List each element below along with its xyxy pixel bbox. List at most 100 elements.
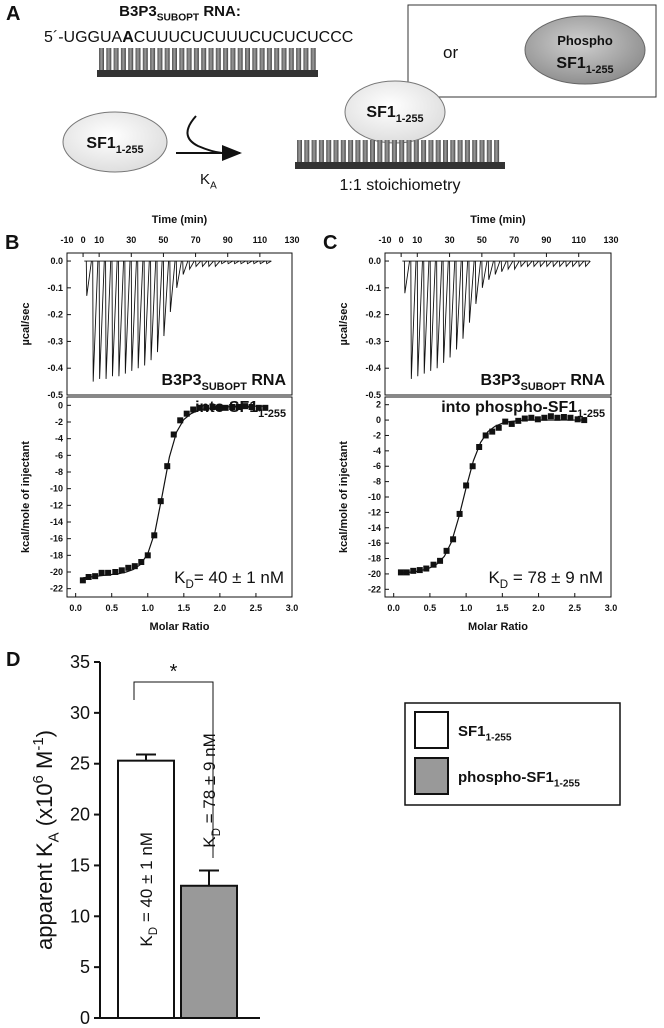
panel-label: A	[6, 3, 20, 25]
rna-base	[318, 140, 324, 162]
x-tick-label: 0	[399, 235, 404, 245]
text-part: B3P3	[162, 372, 202, 389]
y-tick-label: 0	[58, 400, 63, 410]
x-axis-title: Time (min)	[470, 214, 526, 226]
data-point	[138, 559, 145, 565]
x-tick-label: -10	[60, 235, 73, 245]
text-part: SUBOPT	[521, 381, 567, 393]
binding-curve	[186, 115, 223, 154]
x-tick-label: 2.0	[532, 603, 545, 613]
data-point	[416, 567, 423, 574]
rna-base	[355, 140, 361, 162]
data-point	[528, 414, 535, 421]
x-tick-label: 0.5	[424, 603, 437, 613]
rna-base	[266, 48, 272, 70]
injection-peak	[474, 260, 482, 304]
or-label: or	[443, 43, 458, 62]
plot-frame	[66, 396, 293, 598]
injection-peak	[169, 260, 176, 312]
data-point	[216, 404, 223, 411]
y-tick-label: -16	[50, 534, 63, 544]
rna-base	[230, 48, 236, 70]
injection-peak	[259, 260, 266, 265]
y-tick-label: -0.3	[365, 336, 381, 346]
rna-base	[450, 140, 456, 162]
y-tick-label: -8	[55, 467, 63, 477]
data-point	[112, 569, 119, 575]
x-tick-label: 0.0	[69, 603, 82, 613]
injection-peak	[462, 261, 469, 339]
rna-base	[464, 140, 470, 162]
rna-base	[443, 140, 448, 162]
text-part: apparent K	[32, 842, 57, 950]
injection-peak	[449, 261, 456, 358]
text-part: 1-255	[577, 408, 605, 420]
x-tick-label: 110	[253, 235, 268, 245]
x-tick-label: 2.0	[214, 603, 227, 613]
rna-base	[297, 140, 302, 162]
text-part: into phospho-SF1	[441, 399, 577, 416]
data-point	[98, 569, 105, 576]
injection-peak	[265, 260, 272, 265]
text-part: SF1	[556, 55, 585, 72]
y-tick-label: 35	[70, 652, 90, 672]
injection-peak	[124, 261, 131, 374]
y-tick-label: -20	[368, 569, 381, 579]
bar	[180, 884, 238, 1019]
injection-peak	[487, 260, 494, 280]
x-tick-label: 50	[477, 235, 487, 245]
injection-peak	[584, 260, 591, 268]
x-tick-label: 30	[126, 235, 136, 245]
x-tick-label: 1.0	[460, 603, 473, 613]
rna-base	[179, 48, 185, 70]
text-part: = 78 ± 9 nM	[508, 568, 603, 587]
data-point	[397, 569, 404, 576]
x-tick-label: 0.5	[105, 603, 118, 613]
data-point	[190, 406, 197, 413]
text-part: SUBOPT	[157, 13, 200, 24]
data-point	[144, 552, 151, 559]
text-part: A	[46, 832, 63, 842]
legend-box	[404, 702, 621, 806]
annotation: into phospho-SF11-255	[441, 399, 605, 420]
data-point	[521, 415, 528, 422]
data-point	[430, 561, 437, 568]
rna-base	[370, 140, 375, 162]
injection-peak	[442, 261, 449, 363]
rna-base	[399, 140, 405, 162]
y-tick-label: 15	[70, 855, 90, 875]
data-point	[235, 404, 242, 410]
text-part: M	[32, 751, 57, 775]
data-point	[196, 404, 203, 411]
rna-base	[135, 48, 141, 70]
data-point	[450, 536, 457, 543]
x-tick-label: 90	[223, 235, 233, 245]
y-tick-label: -0.5	[47, 390, 63, 400]
x-tick-label: 70	[191, 235, 201, 245]
text-part: SF1	[86, 135, 115, 152]
y-tick-label: 2	[376, 400, 381, 410]
rna-base	[494, 140, 500, 162]
data-point	[547, 413, 554, 420]
rna-base	[310, 48, 316, 70]
annotation: KD = 78 ± 9 nM	[488, 568, 603, 591]
data-point	[248, 404, 255, 410]
rna-base	[326, 140, 332, 162]
protein-ellipse	[62, 111, 168, 173]
injection-peak	[214, 260, 221, 268]
y-tick-label: -0.5	[365, 390, 381, 400]
injection-peak	[571, 260, 578, 268]
text-part: -1	[30, 737, 47, 750]
rna-base	[164, 48, 170, 70]
protein-label: SF11-255	[86, 135, 143, 156]
y-tick-label: -12	[50, 500, 63, 510]
y-tick-label: 20	[70, 805, 90, 825]
x-tick-label: 130	[603, 235, 618, 245]
data-point	[222, 404, 229, 411]
rna-base	[421, 140, 427, 162]
rna-title: B3P3SUBOPT RNA:	[119, 3, 241, 24]
injection-peak	[552, 260, 559, 268]
x-tick-label: 0.0	[387, 603, 400, 613]
data-point	[495, 424, 502, 431]
rna-base	[288, 48, 294, 70]
